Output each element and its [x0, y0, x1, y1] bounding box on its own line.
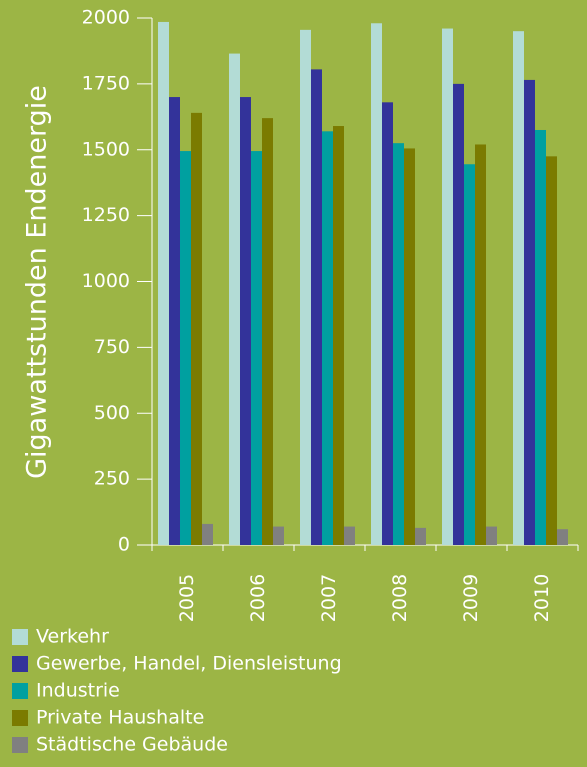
legend-label: Industrie: [36, 680, 120, 702]
bar: [464, 164, 475, 545]
x-tick-label: 2010: [531, 574, 553, 622]
bar: [442, 28, 453, 546]
bar: [404, 148, 415, 545]
x-tick-label: 2008: [389, 574, 411, 622]
bar: [535, 129, 546, 546]
bar: [191, 112, 202, 546]
legend-swatch: [12, 656, 28, 672]
bar: [169, 97, 180, 546]
bar: [158, 21, 169, 545]
bar: [251, 151, 262, 545]
bar: [333, 126, 344, 545]
bar: [300, 29, 311, 546]
bar: [229, 53, 240, 545]
legend-label: Städtische Gebäude: [36, 734, 228, 756]
y-axis-label: Gigawattstunden Endenergie: [22, 85, 53, 479]
bar: [273, 526, 284, 545]
bar: [453, 83, 464, 545]
bar: [546, 156, 557, 545]
x-tick-label: 2009: [460, 574, 482, 622]
bar: [311, 69, 322, 545]
bar: [371, 23, 382, 545]
y-tick-label: 1750: [82, 72, 130, 94]
legend-swatch: [12, 683, 28, 699]
y-tick-label: 250: [94, 468, 130, 490]
bar: [524, 79, 535, 546]
legend-label: Verkehr: [36, 626, 109, 648]
bar: [322, 131, 333, 545]
bar: [344, 526, 355, 545]
legend-swatch: [12, 710, 28, 726]
bar: [393, 143, 404, 545]
y-tick-label: 1250: [82, 204, 130, 226]
y-tick-label: 1500: [82, 138, 130, 160]
bar: [202, 523, 213, 545]
bar: [475, 144, 486, 546]
y-tick-label: 0: [118, 534, 130, 556]
legend-label: Gewerbe, Handel, Diensleistung: [36, 653, 342, 675]
bar: [486, 526, 497, 545]
bar: [180, 151, 191, 545]
bar: [557, 529, 568, 545]
legend-swatch: [12, 737, 28, 753]
bar: [415, 527, 426, 545]
y-tick-label: 500: [94, 402, 130, 424]
legend-swatch: [12, 629, 28, 645]
legend-label: Private Haushalte: [36, 707, 204, 729]
x-tick-label: 2007: [318, 574, 340, 622]
bar: [382, 102, 393, 545]
y-tick-label: 1000: [82, 270, 130, 292]
x-tick-label: 2005: [176, 574, 198, 622]
x-tick-label: 2006: [247, 574, 269, 622]
y-tick-label: 750: [94, 336, 130, 358]
y-tick-label: 2000: [82, 7, 130, 29]
bar: [262, 118, 273, 545]
bar: [240, 97, 251, 546]
bar: [513, 31, 524, 546]
